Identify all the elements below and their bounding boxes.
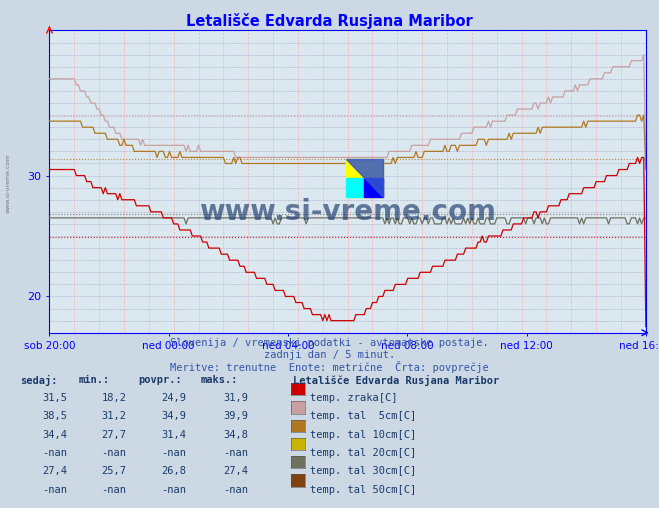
Bar (345, 178, 364, 197)
Text: 26,8: 26,8 (161, 466, 186, 477)
Text: temp. tal 20cm[C]: temp. tal 20cm[C] (310, 448, 416, 458)
Text: 34,9: 34,9 (161, 411, 186, 422)
Text: 27,7: 27,7 (101, 430, 127, 440)
Text: temp. tal 50cm[C]: temp. tal 50cm[C] (310, 485, 416, 495)
Text: 31,5: 31,5 (42, 393, 67, 403)
Text: temp. tal  5cm[C]: temp. tal 5cm[C] (310, 411, 416, 422)
Text: 24,9: 24,9 (161, 393, 186, 403)
Text: temp. tal 10cm[C]: temp. tal 10cm[C] (310, 430, 416, 440)
Text: 38,5: 38,5 (42, 411, 67, 422)
Text: -nan: -nan (42, 448, 67, 458)
Text: Letališče Edvarda Rusjana Maribor: Letališče Edvarda Rusjana Maribor (293, 375, 500, 386)
Text: -nan: -nan (101, 485, 127, 495)
Text: -nan: -nan (223, 485, 248, 495)
Text: 27,4: 27,4 (223, 466, 248, 477)
Bar (345, 158, 383, 197)
Polygon shape (345, 158, 383, 197)
Text: Slovenija / vremenski podatki - avtomatske postaje.: Slovenija / vremenski podatki - avtomats… (170, 338, 489, 348)
Text: 18,2: 18,2 (101, 393, 127, 403)
Text: 25,7: 25,7 (101, 466, 127, 477)
Text: maks.:: maks.: (201, 375, 239, 385)
Text: Meritve: trenutne  Enote: metrične  Črta: povprečje: Meritve: trenutne Enote: metrične Črta: … (170, 361, 489, 373)
Text: -nan: -nan (101, 448, 127, 458)
Text: zadnji dan / 5 minut.: zadnji dan / 5 minut. (264, 350, 395, 360)
Text: -nan: -nan (223, 448, 248, 458)
Text: 31,4: 31,4 (161, 430, 186, 440)
Text: 34,8: 34,8 (223, 430, 248, 440)
Text: sedaj:: sedaj: (20, 375, 57, 386)
Text: 34,4: 34,4 (42, 430, 67, 440)
Text: temp. tal 30cm[C]: temp. tal 30cm[C] (310, 466, 416, 477)
Text: -nan: -nan (42, 485, 67, 495)
Text: 39,9: 39,9 (223, 411, 248, 422)
Text: www.si-vreme.com: www.si-vreme.com (5, 153, 11, 213)
Text: povpr.:: povpr.: (138, 375, 182, 385)
Text: min.:: min.: (79, 375, 110, 385)
Text: temp. zraka[C]: temp. zraka[C] (310, 393, 397, 403)
Text: Letališče Edvarda Rusjana Maribor: Letališče Edvarda Rusjana Maribor (186, 13, 473, 28)
Text: www.si-vreme.com: www.si-vreme.com (199, 198, 496, 226)
Text: -nan: -nan (161, 485, 186, 495)
Bar (364, 178, 383, 197)
Text: 31,2: 31,2 (101, 411, 127, 422)
Text: 27,4: 27,4 (42, 466, 67, 477)
Text: -nan: -nan (161, 448, 186, 458)
Text: 31,9: 31,9 (223, 393, 248, 403)
